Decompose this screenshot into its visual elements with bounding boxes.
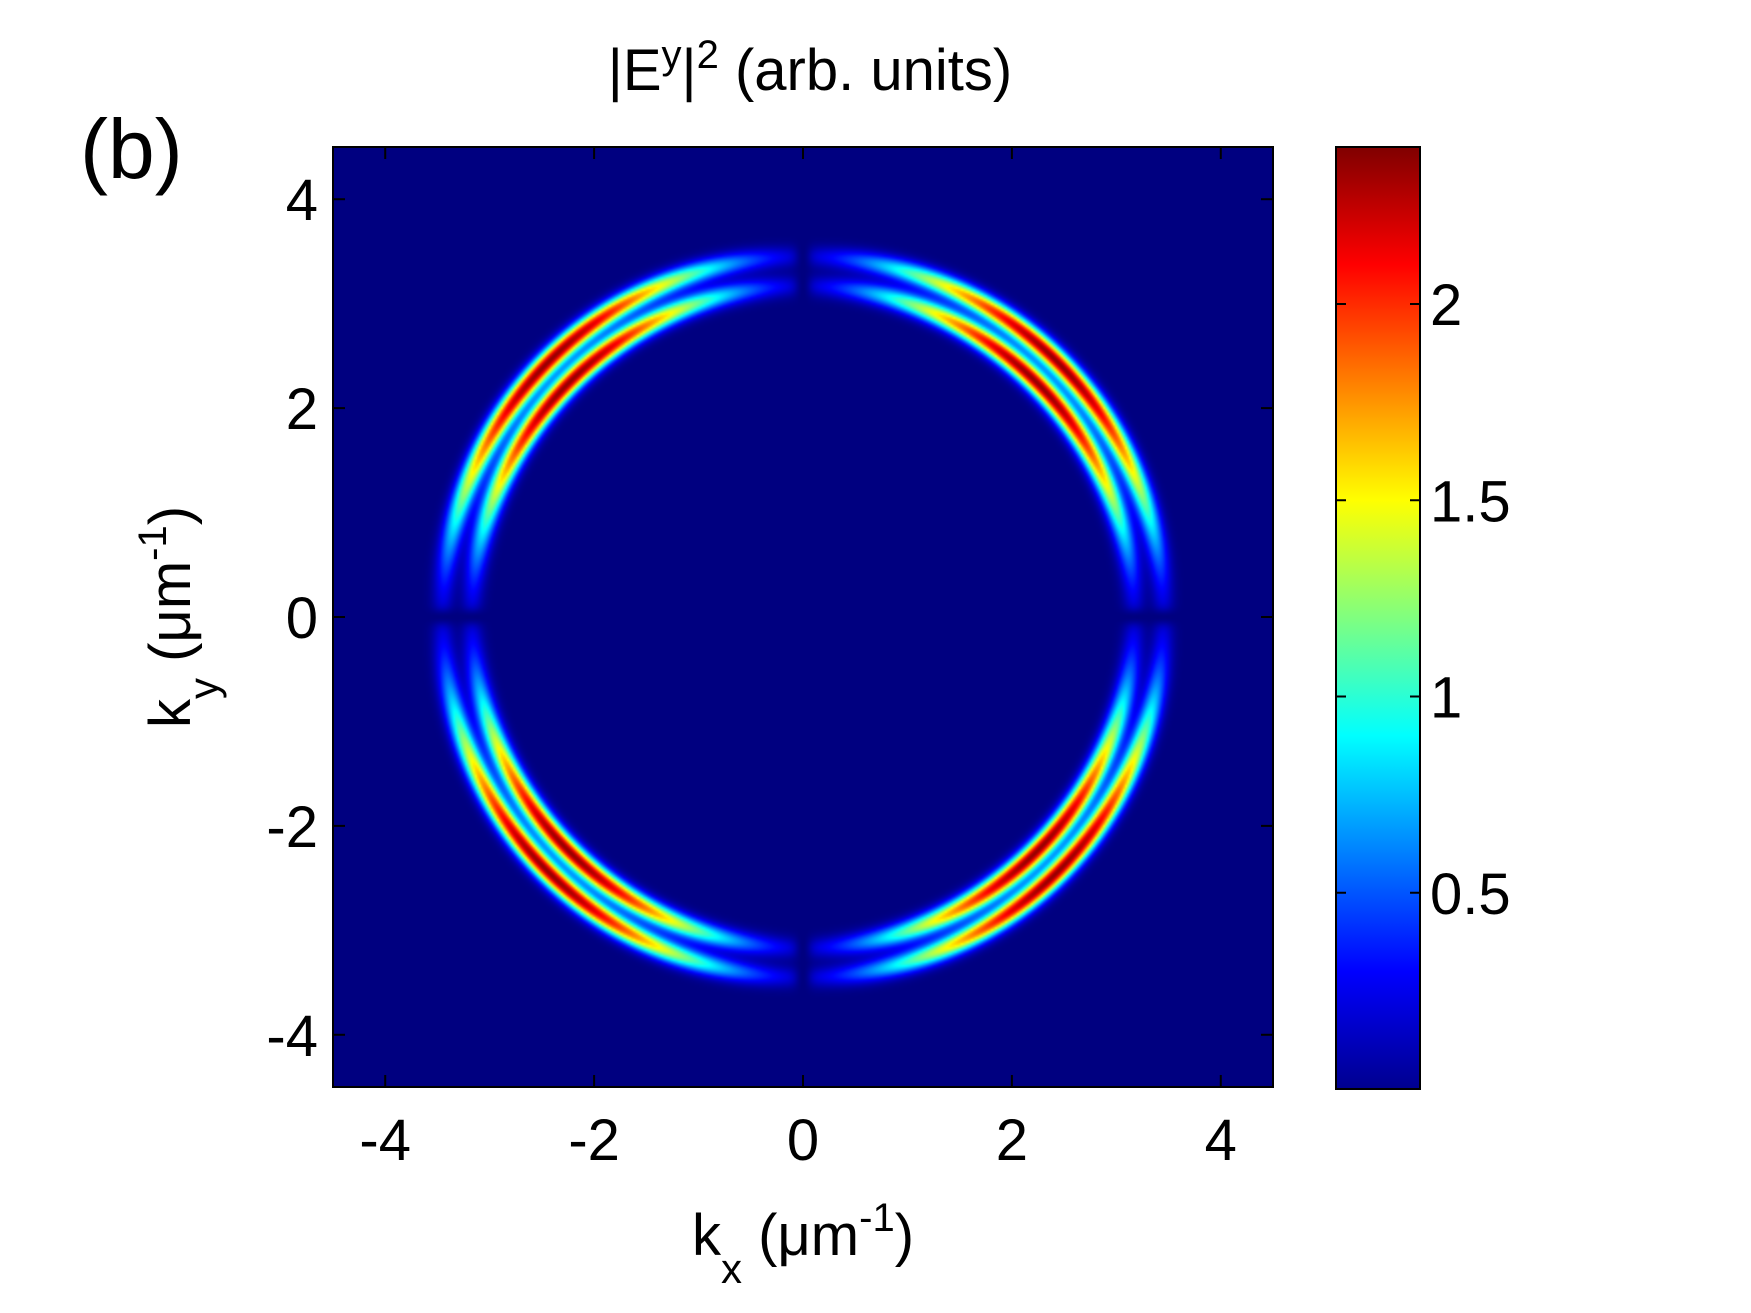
y-tick-label: -4 xyxy=(266,1004,318,1069)
x-tick-label: -4 xyxy=(359,1108,411,1173)
y-axis-label-superscript: -1 xyxy=(131,525,175,561)
colorbar-tick-label: 0.5 xyxy=(1430,862,1511,927)
colorbar-tick-label: 2 xyxy=(1430,273,1462,338)
x-axis-label-unit-close: ) xyxy=(895,1203,914,1268)
colorbar: 0.5 1 1.5 2 xyxy=(1335,146,1511,1090)
x-axis-label-subscript: x xyxy=(721,1245,742,1292)
title-base: |E xyxy=(608,38,662,103)
heatmap-image xyxy=(333,147,1273,1087)
y-tick-label: 4 xyxy=(286,168,318,233)
title-superscript-2: 2 xyxy=(697,33,719,77)
y-tick-label: 2 xyxy=(286,377,318,442)
chart-title: |Ey|2 (arb. units) xyxy=(608,33,1012,103)
colorbar-ticks: 0.5 1 1.5 2 xyxy=(1336,273,1511,927)
x-tick-label: 4 xyxy=(1205,1108,1237,1173)
title-mid: | xyxy=(682,38,697,103)
y-tick-label: -2 xyxy=(266,795,318,860)
x-tick-label: -2 xyxy=(568,1108,620,1173)
panel-label: (b) xyxy=(80,102,183,196)
colorbar-bar xyxy=(1335,146,1421,1090)
colorbar-tick-label: 1.5 xyxy=(1430,469,1511,534)
x-axis-label: kx (μm-1) xyxy=(692,1196,914,1292)
x-tick-label: 2 xyxy=(996,1108,1028,1173)
title-tail: (arb. units) xyxy=(719,38,1012,103)
title-superscript-1: y xyxy=(662,33,682,77)
y-axis-ticks: -4 -2 0 2 4 xyxy=(266,168,1273,1069)
y-axis-label-subscript: y xyxy=(180,678,227,699)
y-axis-label-unit-close: ) xyxy=(138,506,203,525)
x-axis-label-superscript: -1 xyxy=(859,1196,895,1240)
x-axis-label-unit-open: (μm xyxy=(742,1203,859,1268)
heatmap-plot-area xyxy=(332,146,1274,1088)
colorbar-tick-label: 1 xyxy=(1430,666,1462,731)
y-axis-label-base: k xyxy=(138,698,203,728)
y-tick-label: 0 xyxy=(286,586,318,651)
y-axis-label: ky (μm-1) xyxy=(131,506,227,728)
x-axis-ticks: -4 -2 0 2 4 xyxy=(359,147,1237,1173)
x-axis-label-base: k xyxy=(692,1203,722,1268)
y-axis-label-unit-open: (μm xyxy=(138,561,203,678)
x-tick-label: 0 xyxy=(787,1108,819,1173)
